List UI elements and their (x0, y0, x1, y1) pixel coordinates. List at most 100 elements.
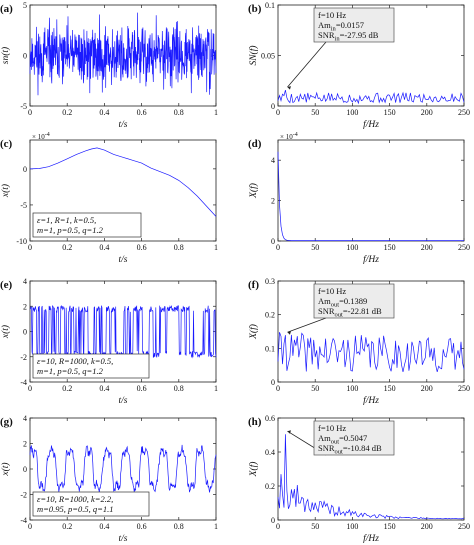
y-tick-label: 4 (23, 414, 27, 423)
y-tick-label: 0 (23, 328, 27, 337)
chart-panel-f: 0 50 100 150 200 250 0.3 0.2 0.1 0 f/Hz X(f) (f) f=10… (248, 277, 470, 406)
y-tick-label: 0.6 (265, 414, 275, 423)
x-tick-label: 1 (214, 108, 218, 117)
x-tick-label: 250 (458, 108, 470, 117)
x-axis-label: t/s (119, 120, 128, 130)
y-axis-label: X(f) (248, 183, 259, 199)
x-axis-label: f/Hz (363, 119, 379, 130)
x-tick-label: 0 (28, 108, 32, 117)
annotation-amplitude-sub: out (331, 439, 340, 446)
x-tick-label: 0.8 (174, 522, 184, 531)
y-axis-label: x(t) (0, 184, 11, 198)
x-tick-label: 100 (346, 243, 358, 252)
x-tick-label: 50 (311, 384, 319, 393)
y-tick-label: 2 (271, 197, 275, 206)
y-tick-label: 0 (23, 165, 27, 174)
x-tick-label: 0.2 (62, 108, 72, 117)
x-tick-label: 100 (346, 108, 358, 117)
annotation-arrow-line (287, 41, 327, 88)
panel-letter: (b) (248, 3, 262, 15)
x-tick-label: 1 (214, 243, 218, 252)
x-tick-label: 0 (28, 384, 32, 393)
series-line (29, 12, 217, 96)
y-axis-label: x(t) (0, 462, 11, 476)
annotation-snr-sub: out (335, 449, 344, 456)
x-tick-label: 0 (28, 522, 32, 531)
x-tick-label: 0.8 (174, 384, 184, 393)
y-exponent-sup: -4 (45, 132, 50, 138)
panel-letter: (h) (248, 416, 262, 428)
y-tick-label: 0 (23, 465, 27, 474)
parameter-line-1: ε=1, R=1, k=0.5, (37, 215, 96, 225)
annotation-arrow-head (287, 86, 291, 90)
chart-panel-b: 0 50 100 150 200 250 0.1 0.05 0 f/Hz SN(f) (b) f=10 … (248, 1, 470, 130)
panel-letter: (g) (0, 416, 13, 428)
series-line (277, 151, 464, 241)
y-tick-label: 0.05 (261, 52, 275, 61)
parameter-line-2: m=0.95, p=0.5, q=1.1 (37, 504, 113, 514)
chart-panel-a: 0 0.2 0.4 0.6 0.8 150-5t/ssn(t)(a) (0, 1, 218, 130)
annotation-amplitude-sub: in (331, 26, 337, 33)
y-axis-label: sn(t) (0, 47, 11, 64)
y-tick-label: -5 (20, 102, 27, 111)
series-line (29, 147, 217, 217)
annotation-arrow-head (287, 430, 291, 434)
annotation-amplitude-value: =0.1389 (339, 296, 367, 306)
x-tick-label: 150 (384, 522, 396, 531)
y-tick-label: -10 (16, 237, 27, 246)
y-tick-label: 0.2 (265, 482, 275, 491)
x-tick-label: 200 (421, 243, 433, 252)
annotation-box (313, 283, 395, 319)
x-tick-label: 0 (28, 243, 32, 252)
x-tick-label: 0.6 (137, 522, 147, 531)
y-exponent-label: × 10-4 (32, 132, 50, 141)
y-tick-label: 0.1 (265, 1, 275, 10)
y-tick-label: 0 (271, 378, 275, 387)
annotation-snr-sub: out (335, 312, 344, 319)
series-line (277, 434, 465, 520)
y-tick-label: 0 (271, 516, 275, 525)
x-tick-label: 0.4 (99, 243, 109, 252)
y-tick-label: -4 (20, 516, 27, 525)
annotation-snr: SNRout=-22.81 dB (318, 306, 382, 319)
x-axis-label: f/Hz (363, 533, 379, 544)
chart-panel-h: 0 50 100 150 200 250 0.6 0.4 0.2 0 f/Hz X(f) (h) f=10… (248, 414, 470, 544)
x-tick-label: 0.4 (99, 522, 109, 531)
y-axis-label: X(f) (248, 462, 259, 478)
annotation-arrow-head (287, 331, 291, 335)
y-tick-label: 2 (23, 440, 27, 449)
parameter-line-1: ε=10, R=1000, k=2.2, (37, 494, 113, 504)
annotation-snr-value: =-22.81 dB (343, 306, 382, 316)
x-tick-label: 0.6 (137, 108, 147, 117)
annotation-amplitude: Amout=0.5047 (318, 433, 367, 446)
x-axis-label: t/s (119, 396, 128, 406)
annotation-snr-value: =-10.84 dB (343, 443, 382, 453)
y-axis-label: X(f) (248, 324, 259, 340)
y-axis-label: x(t) (0, 325, 11, 339)
parameter-box (32, 491, 150, 517)
panel-letter: (e) (0, 279, 13, 291)
x-axis-label: f/Hz (363, 254, 379, 265)
chart-panel-c: 0 0.2 0.4 0.6 0.8 1 0 -5 -10 × 10-4 t/s x(t) (c) ε=1,… (0, 132, 218, 265)
x-tick-label: 200 (421, 384, 433, 393)
y-tick-label: 5 (23, 1, 27, 10)
annotation-snr: SNRout=-10.84 dB (318, 443, 382, 456)
x-tick-label: 0 (276, 384, 280, 393)
x-axis-label: t/s (119, 534, 128, 544)
annotation-amplitude-value: =0.5047 (339, 433, 367, 443)
y-tick-label: 0 (271, 102, 275, 111)
annotation-box (313, 420, 395, 456)
chart-panel-e: 0 0.2 0.4 0.6 0.8 1 4 2 0 -2 -4 t/s x(t) (e) ε=10, R=1… (0, 277, 218, 406)
y-tick-label: -4 (20, 378, 27, 387)
chart-panel-g: 0 0.2 0.4 0.6 0.8 1 4 2 0 -2 -4 t/s x(t) (g) ε=10, R=1… (0, 414, 218, 544)
parameter-line-2: m=1, p=0.5, q=1.2 (37, 366, 104, 376)
series-line (277, 332, 465, 372)
y-tick-label: 0 (271, 237, 275, 246)
panel-letter: (a) (0, 3, 13, 15)
x-tick-label: 100 (346, 384, 358, 393)
y-tick-label: -5 (20, 201, 27, 210)
chart-panel-d: 0 50 100 150 200 250 4 2 0 × 10-4 f/Hz X(f) (d) (248, 132, 470, 265)
series-line (277, 90, 465, 105)
annotation-frequency: f=10 Hz (318, 423, 346, 433)
